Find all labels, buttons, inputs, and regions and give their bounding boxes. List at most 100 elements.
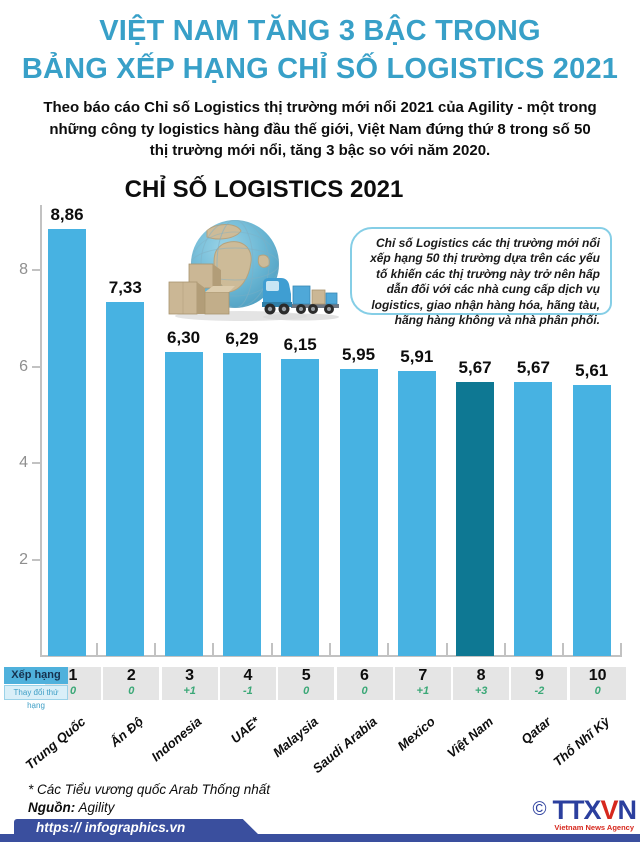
bar-value-label: 5,95 (341, 344, 376, 364)
bar-value-label: 8,86 (50, 204, 84, 224)
rank-number: 8 (476, 667, 486, 684)
country-label-Ấn Độ: Ấn Độ (107, 713, 147, 750)
logo-letter-v: V (600, 795, 618, 825)
chart-note-box: Chỉ số Logistics các thị trường mới nổi … (350, 227, 612, 327)
x-axis-tick (95, 643, 98, 655)
rank-change-row-label: Thay đổi thứ hạng (4, 685, 68, 710)
rank-change-value: +1 (183, 685, 196, 697)
country-label-Trung Quốc: Trung Quốc (21, 713, 88, 773)
y-axis-tick-label: 6 (19, 357, 28, 375)
rank-change-value: 0 (128, 685, 135, 697)
bar-value-label: 5,91 (400, 346, 434, 366)
x-axis-tick (445, 643, 448, 655)
x-axis-tick (620, 643, 623, 655)
rank-cell: 4 -1 (219, 667, 276, 700)
bar-Malaysia (281, 359, 320, 656)
x-axis-tick (562, 643, 565, 655)
bar-value-label: 5,67 (458, 358, 492, 378)
country-label-Thổ Nhĩ Kỳ: Thổ Nhĩ Kỳ (550, 713, 613, 770)
x-axis-tick (503, 643, 506, 655)
bar-Saudi Arabia (339, 368, 378, 656)
cargo-boxes-icon (168, 263, 235, 315)
rank-cell: 9 -2 (511, 667, 568, 700)
rank-change-value: -2 (534, 685, 545, 697)
copyright-icon: © (532, 799, 547, 820)
ttxvn-logo-text: TTXVN (552, 796, 636, 824)
bar-Indonesia (164, 352, 203, 656)
x-axis-tick (387, 643, 390, 655)
rank-change-value: +3 (474, 685, 488, 697)
page-title-line2: BẢNG XẾP HẠNG CHỈ SỐ LOGISTICS 2021 (21, 53, 619, 85)
bar-Mexico (397, 370, 436, 656)
rank-number: 10 (588, 667, 607, 684)
country-label-Việt Nam: Việt Nam (444, 713, 496, 761)
page-subtitle: Theo báo cáo Chỉ số Logistics thị trường… (43, 99, 597, 159)
page-title: VIỆT NAM TĂNG 3 BẬC TRONG BẢNG XẾP HẠNG … (0, 12, 640, 88)
rank-row-label: Xếp hạng (4, 667, 68, 684)
rank-number: 3 (185, 667, 195, 684)
rank-change-value: 0 (361, 685, 368, 697)
x-axis-line (40, 655, 622, 657)
bar-Qatar (514, 382, 553, 656)
rank-number: 6 (360, 667, 369, 684)
source-value: Agility (78, 800, 115, 815)
country-label-Mexico: Mexico (394, 713, 438, 754)
country-label-Qatar: Qatar (518, 713, 555, 748)
bar-value-label: 6,15 (283, 335, 317, 355)
rank-cell: 10 0 (569, 667, 626, 700)
rank-change-value: 0 (303, 685, 310, 697)
source-label: Nguồn: (28, 800, 76, 815)
bar-Thổ Nhĩ Kỳ (572, 385, 611, 656)
rank-number: 2 (126, 667, 136, 684)
bar-value-label: 6,29 (225, 328, 259, 348)
country-label-UAE*: UAE* (228, 713, 263, 747)
rank-cell: 8 +3 (453, 667, 510, 700)
agency-logo: © TTXVN Vietnam News Agency (498, 796, 636, 832)
x-axis-tick (212, 643, 215, 655)
rank-cell: 3 +1 (161, 667, 218, 700)
x-axis-tick (328, 643, 331, 655)
country-label-Indonesia: Indonesia (148, 713, 205, 765)
agency-tagline: Vietnam News Agency (554, 823, 634, 832)
bar-UAE* (222, 352, 261, 656)
rank-change-value: +1 (416, 685, 430, 697)
rank-change-value: 0 (594, 685, 601, 697)
website-url-tab[interactable]: https:// infographics.vn (14, 819, 260, 836)
bar-Ấn Độ (106, 302, 145, 656)
logo-letters-ttx: TTX (552, 795, 601, 825)
bar-value-label: 5,61 (575, 361, 609, 381)
logo-letter-n: N (617, 795, 637, 825)
rank-number: 1 (68, 667, 78, 684)
bar-Việt Nam (456, 382, 495, 656)
footnote-uae: * Các Tiểu vương quốc Arab Thống nhất (28, 782, 270, 797)
bar-value-label: 6,30 (167, 328, 201, 348)
truck-icon (262, 278, 339, 321)
rank-number: 4 (243, 667, 253, 684)
rank-number: 9 (534, 667, 544, 684)
logistics-globe-truck-illustration (163, 216, 343, 324)
x-axis-tick (154, 643, 156, 655)
bar-Trung Quốc (48, 228, 86, 656)
page-title-line1: VIỆT NAM TĂNG 3 BẬC TRONG (99, 15, 541, 47)
y-axis-tick (32, 365, 40, 368)
y-axis-tick-label: 4 (19, 454, 28, 471)
bottom-bar (0, 834, 640, 842)
chart-title: CHỈ SỐ LOGISTICS 2021 (124, 176, 404, 203)
rank-change-value: 0 (69, 685, 77, 697)
rank-change-value: -1 (243, 685, 253, 697)
source-line: Nguồn: Agility (28, 800, 115, 815)
y-axis-tick-label: 8 (19, 261, 28, 278)
rank-number: 7 (418, 667, 428, 684)
x-axis-tick (270, 643, 273, 655)
rank-number: 5 (301, 667, 311, 684)
y-axis-line (40, 205, 42, 656)
y-axis-tick (32, 462, 40, 464)
rank-cell: 7 +1 (394, 667, 451, 700)
globe-truck-icon (168, 220, 339, 321)
y-axis-tick-label: 2 (19, 550, 28, 568)
y-axis-tick (32, 558, 40, 561)
